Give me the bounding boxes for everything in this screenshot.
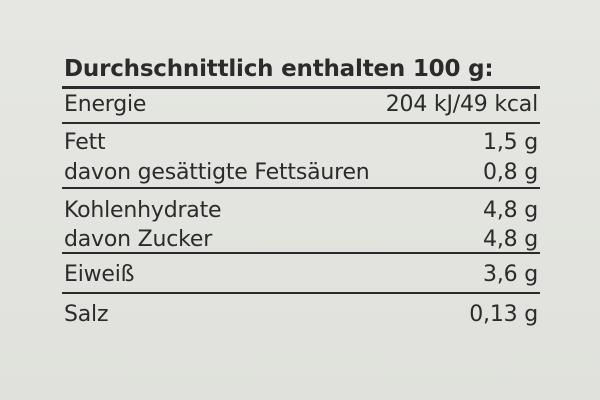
divider-line [62, 122, 540, 124]
nutrient-name: Fett [64, 130, 106, 155]
nutrient-name: Eiweiß [64, 262, 135, 287]
nutrient-amount: 4,8 g [483, 227, 538, 252]
nutrient-name: Salz [64, 302, 109, 327]
divider-line [62, 187, 540, 189]
nutrient-name: davon gesättigte Fettsäuren [64, 160, 370, 185]
nutrient-name: davon Zucker [64, 227, 213, 252]
divider-line [62, 252, 540, 254]
nutrient-amount: 0,8 g [483, 160, 538, 185]
nutrient-amount: 204 kJ/49 kcal [385, 92, 538, 117]
divider-line [62, 86, 540, 89]
nutrient-amount: 1,5 g [483, 130, 538, 155]
nutrient-amount: 0,13 g [469, 302, 538, 327]
nutrient-name: Energie [64, 92, 147, 117]
divider-line [62, 292, 540, 294]
nutrient-amount: 3,6 g [483, 262, 538, 287]
table-title: Durchschnittlich enthalten 100 g: [64, 56, 494, 82]
nutrient-amount: 4,8 g [483, 198, 538, 223]
nutrient-name: Kohlenhydrate [64, 198, 222, 223]
